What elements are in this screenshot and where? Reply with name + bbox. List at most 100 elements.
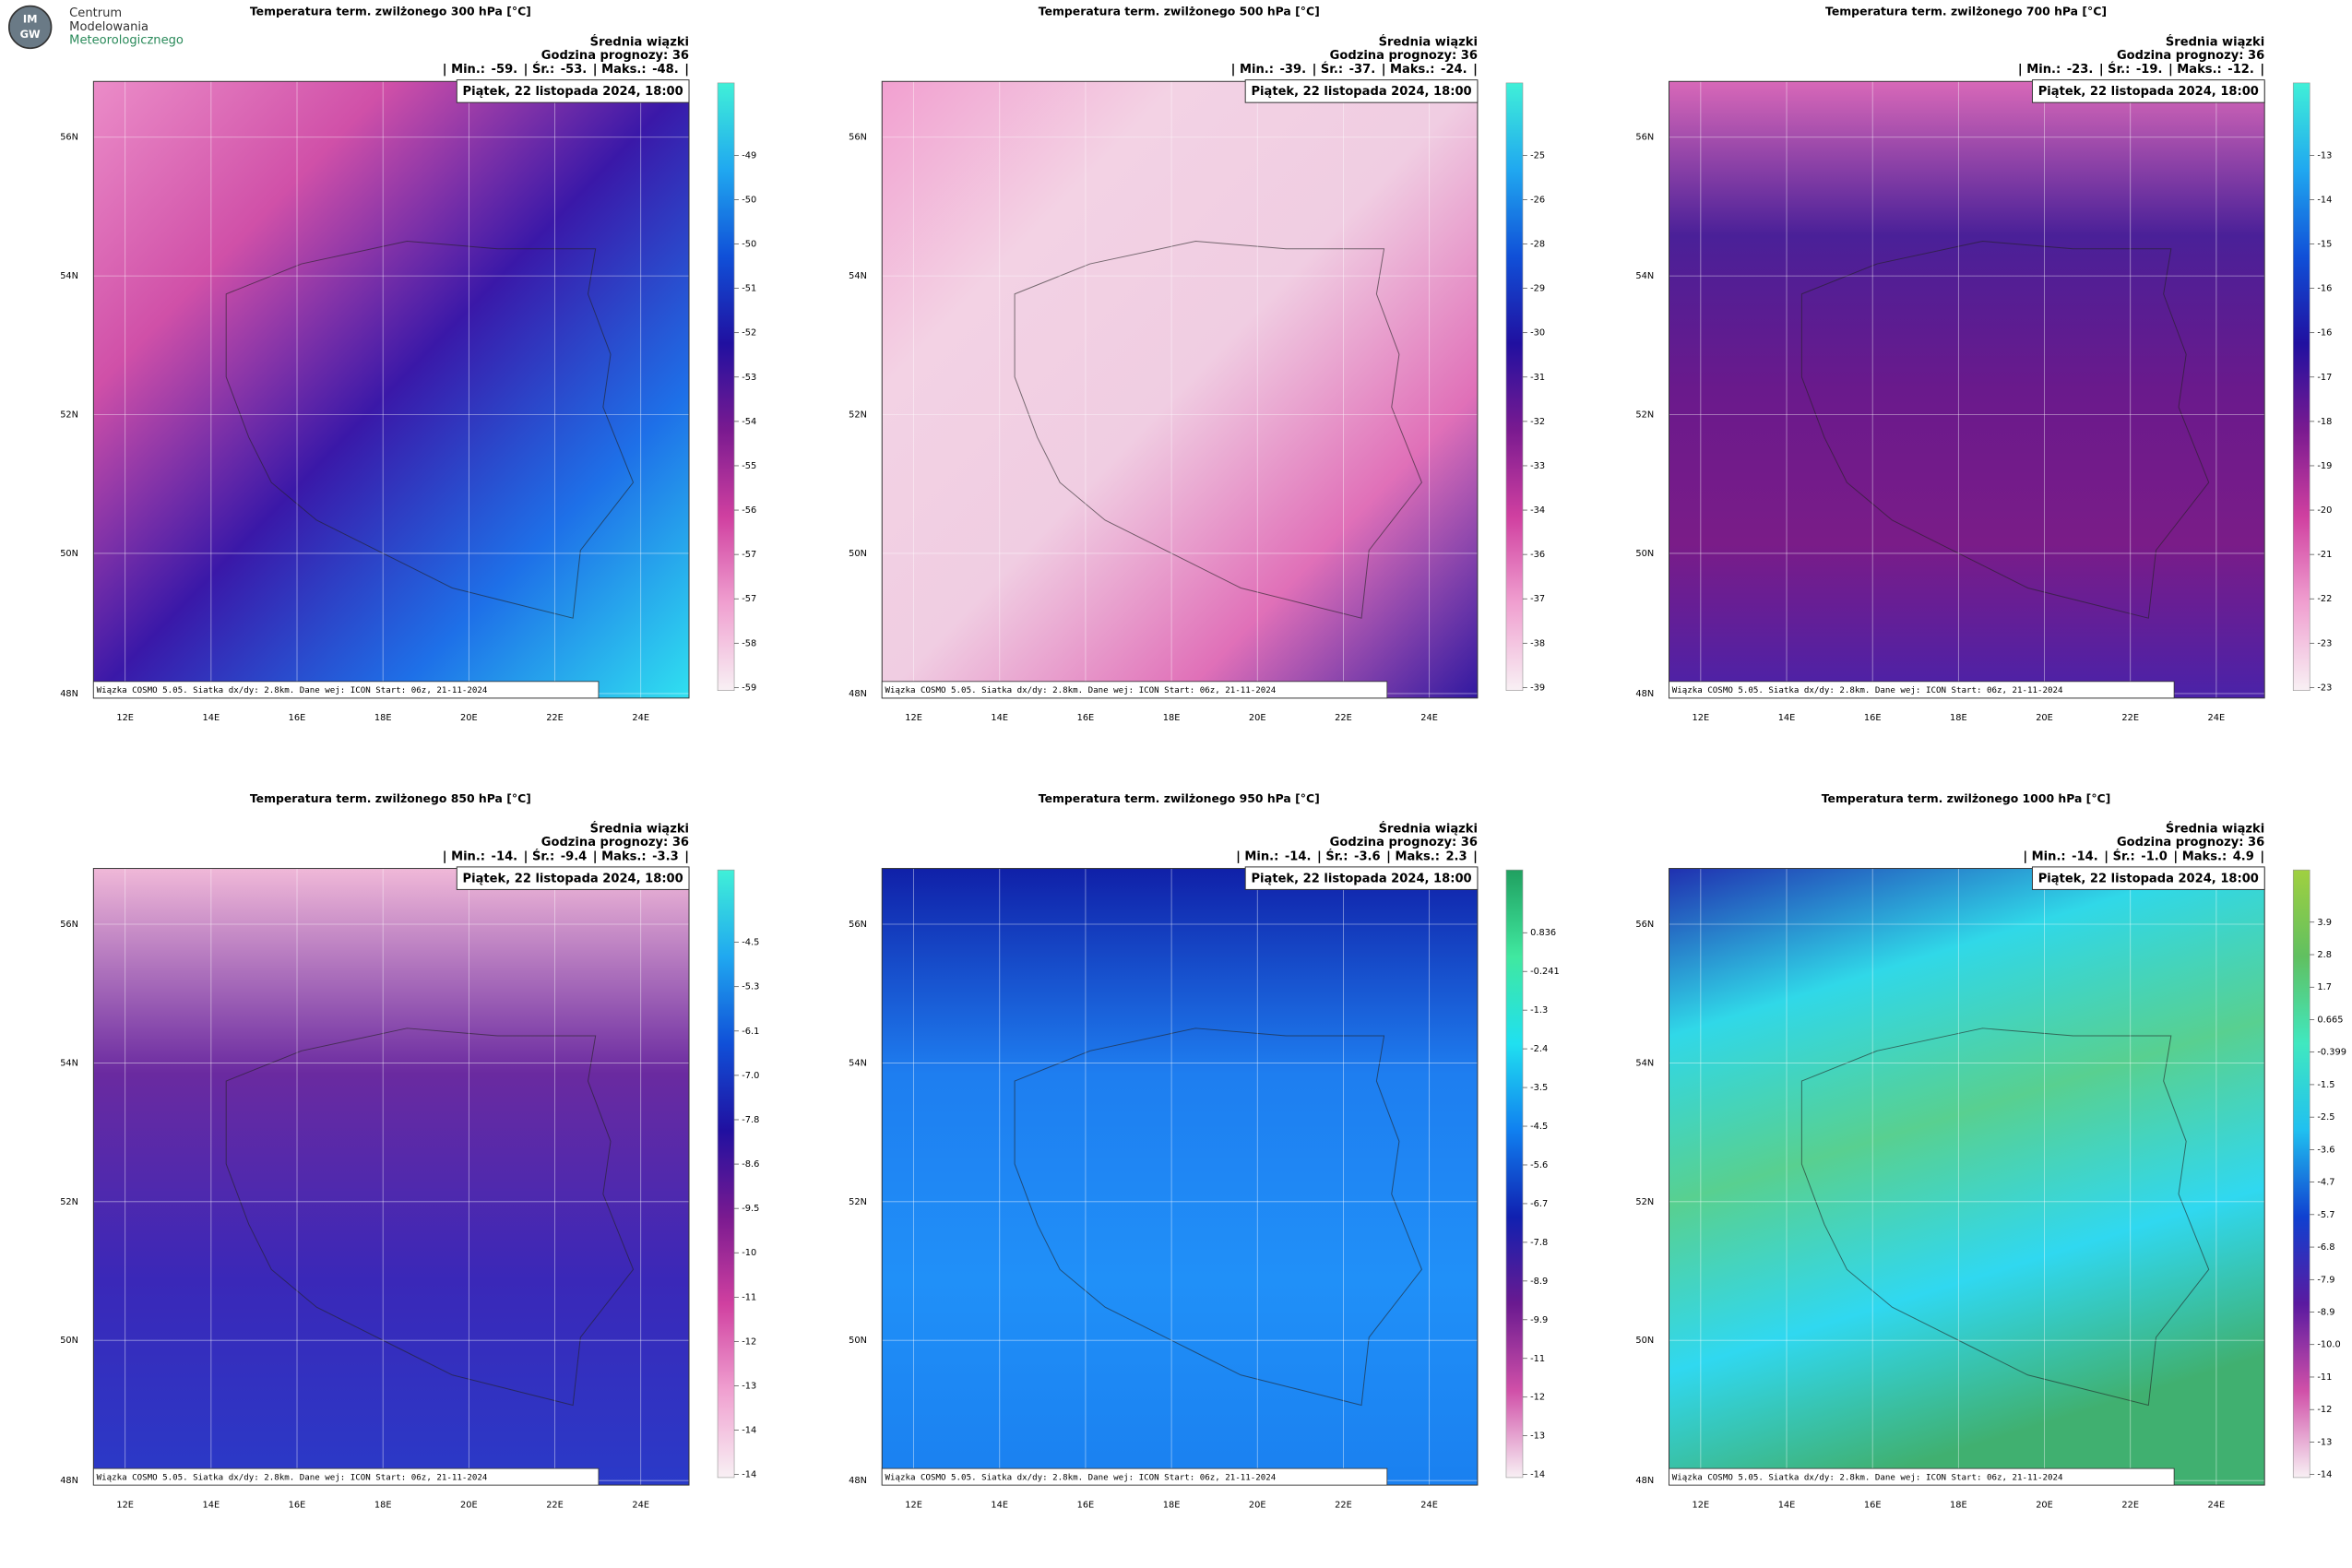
colorbar-label: -8.6 [742, 1159, 759, 1170]
panel-title: Temperatura term. zwilżonego 300 hPa [°C… [250, 5, 531, 18]
stats-part: | Śr.: [2099, 62, 2131, 77]
lon-label: 12E [905, 1500, 922, 1510]
stats-part: | Maks.: [593, 849, 647, 863]
footer-box [92, 1467, 600, 1486]
stats-part: 2.3 [1445, 849, 1467, 863]
colorbar-label: -8.9 [1530, 1277, 1548, 1287]
colorbar-label: -50 [742, 240, 756, 250]
colorbar-label: -54 [742, 417, 756, 427]
stats-part: | Maks.: [2168, 63, 2222, 77]
lat-label: 50N [1635, 1336, 1654, 1346]
lon-label: 16E [1077, 713, 1095, 723]
colorbar-label: -25 [1530, 150, 1545, 160]
lon-label: 14E [991, 1500, 1008, 1510]
stats-part: | [1473, 63, 1478, 77]
colorbar [717, 82, 735, 691]
colorbar [717, 869, 735, 1479]
stats-part: | [2260, 849, 2264, 863]
colorbar-label: -6.8 [2317, 1242, 2334, 1253]
lon-label: 16E [1864, 713, 1882, 723]
date-box [1244, 866, 1479, 890]
colorbar-label: -38 [1530, 638, 1545, 648]
colorbar-label: -56 [742, 505, 756, 516]
lon-label: 18E [1950, 713, 1967, 723]
colorbar-label: -14 [1530, 1470, 1545, 1480]
colorbar-label: -9.9 [1530, 1315, 1548, 1325]
date-box [2031, 866, 2265, 890]
colorbar-label: -4.5 [1530, 1122, 1548, 1132]
colorbar [2292, 82, 2310, 691]
lat-label: 56N [849, 133, 867, 143]
date-box [2031, 79, 2265, 103]
forecast-hour: Godzina prognozy: 36 [2117, 836, 2264, 849]
lat-label: 52N [60, 410, 78, 421]
lon-label: 16E [289, 1500, 306, 1510]
ensemble-label: Średnia wiązki [2166, 822, 2264, 837]
lon-label: 20E [460, 713, 478, 723]
panel-title: Temperatura term. zwilżonego 1000 hPa [°… [1822, 791, 2111, 805]
forecast-hour: Godzina prognozy: 36 [2117, 49, 2264, 63]
country-outline [1014, 1028, 1423, 1407]
lon-label: 24E [632, 1500, 649, 1510]
stats-part: -24. [1441, 63, 1467, 77]
lon-label: 24E [632, 713, 649, 723]
stats-part: | Min.: [443, 63, 485, 77]
stats-part: | [684, 849, 689, 863]
colorbar-label: -13 [742, 1381, 756, 1391]
colorbar-label: -29 [1530, 284, 1545, 294]
lat-label: 50N [849, 549, 867, 559]
date-label: Piątek, 22 listopada 2024, 18:00 [2038, 85, 2259, 99]
stats: | Min.: -59. | Śr.: -53. | Maks.: -48. | [443, 62, 689, 77]
lon-label: 12E [1693, 1500, 1710, 1510]
stats-part: -59. [492, 63, 518, 77]
lon-label: 16E [1864, 1500, 1882, 1510]
colorbar-label: -2.4 [1530, 1044, 1548, 1054]
country-outline [225, 241, 635, 619]
colorbar-label: -0.399 [2317, 1048, 2346, 1058]
colorbar-label: -21 [2317, 550, 2332, 560]
colorbar-label: -18 [2317, 417, 2332, 427]
colorbar-label: -7.9 [2317, 1275, 2334, 1285]
lat-label: 54N [1635, 271, 1654, 281]
colorbar-label: -52 [742, 328, 756, 339]
stats-part: -12. [2227, 63, 2254, 77]
stats-part: | Min.: [1231, 63, 1274, 77]
lon-label: 14E [203, 713, 220, 723]
colorbar-label: -11 [2317, 1372, 2332, 1383]
logo-circle [7, 5, 53, 50]
stats-part: | [2260, 63, 2264, 77]
logo-abbr: IM [23, 13, 38, 26]
colorbar-label: -11 [1530, 1354, 1545, 1364]
colorbar-label: -14 [2317, 1470, 2332, 1480]
map-panel: Temperatura term. zwilżonego 950 hPa [°C… [849, 791, 1560, 1510]
stats: | Min.: -23. | Śr.: -19. | Maks.: -12. | [2018, 62, 2264, 77]
colorbar-label: -14 [742, 1426, 756, 1436]
colorbar-label: -32 [1530, 417, 1545, 427]
lon-label: 24E [1420, 1500, 1438, 1510]
lon-label: 20E [460, 1500, 478, 1510]
lon-label: 20E [1249, 1500, 1266, 1510]
panel-title: Temperatura term. zwilżonego 950 hPa [°C… [1039, 791, 1320, 805]
date-label: Piątek, 22 listopada 2024, 18:00 [1251, 85, 1471, 99]
colorbar-label: -6.1 [742, 1027, 759, 1037]
stats-part: -19. [2136, 63, 2163, 77]
lon-label: 20E [1249, 713, 1266, 723]
lon-label: 12E [905, 713, 922, 723]
lon-label: 14E [991, 713, 1008, 723]
lon-label: 14E [1778, 713, 1796, 723]
lon-label: 18E [1163, 1500, 1181, 1510]
colorbar [1505, 869, 1524, 1479]
colorbar-label: 0.836 [1530, 928, 1556, 938]
colorbar-label: -39 [1530, 683, 1545, 693]
ensemble-label: Średnia wiązki [1379, 34, 1478, 49]
lat-label: 52N [1635, 410, 1654, 421]
stats: | Min.: -14. | Śr.: -1.0 | Maks.: 4.9 | [2023, 849, 2264, 863]
lon-label: 16E [289, 713, 306, 723]
lat-label: 56N [60, 133, 78, 143]
lon-label: 12E [116, 713, 134, 723]
stats-part: -39. [1279, 63, 1306, 77]
ensemble-label: Średnia wiązki [1379, 822, 1478, 837]
lat-label: 50N [60, 549, 78, 559]
stats-part: | Śr.: [2104, 849, 2135, 863]
lat-label: 54N [849, 271, 867, 281]
